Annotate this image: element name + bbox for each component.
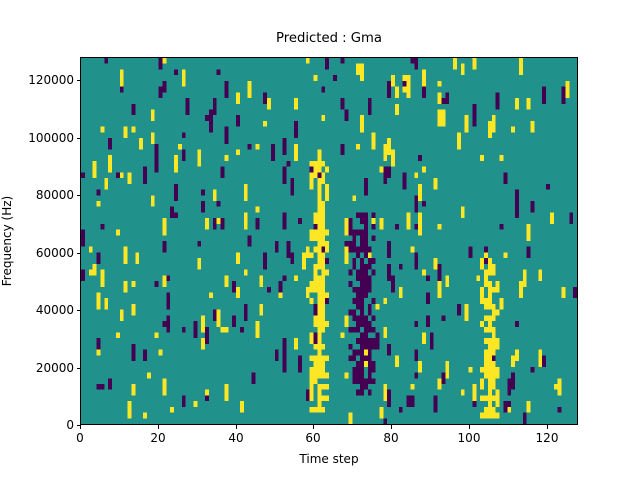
y-tick-mark (76, 425, 80, 426)
x-tick-label: 120 (535, 431, 559, 445)
x-tick-label: 80 (383, 431, 399, 445)
x-tick-mark (236, 425, 237, 429)
y-tick-label: 40000 (35, 303, 74, 317)
y-tick-label: 20000 (35, 361, 74, 375)
y-tick-label: 80000 (35, 188, 74, 202)
x-tick-mark (391, 425, 392, 429)
x-tick-label: 0 (76, 431, 84, 445)
x-tick-label: 100 (457, 431, 481, 445)
y-tick-label: 0 (66, 418, 74, 432)
y-tick-mark (76, 310, 80, 311)
x-tick-label: 40 (228, 431, 244, 445)
heatmap-plot-area[interactable] (80, 57, 578, 425)
y-tick-mark (76, 195, 80, 196)
y-tick-label: 120000 (28, 73, 74, 87)
y-tick-mark (76, 368, 80, 369)
page-title: Predicted : Gma (276, 31, 382, 46)
x-axis-label: Time step (299, 452, 359, 466)
x-tick-label: 20 (150, 431, 166, 445)
x-tick-label: 60 (305, 431, 321, 445)
x-tick-mark (158, 425, 159, 429)
y-tick-mark (76, 253, 80, 254)
y-tick-label: 100000 (28, 131, 74, 145)
y-tick-label: 60000 (35, 246, 74, 260)
y-axis-label: Frequency (Hz) (0, 195, 14, 287)
x-tick-mark (80, 425, 81, 429)
y-tick-mark (76, 138, 80, 139)
heatmap-image (81, 58, 577, 424)
x-tick-mark (547, 425, 548, 429)
x-tick-mark (313, 425, 314, 429)
y-tick-mark (76, 80, 80, 81)
x-tick-mark (469, 425, 470, 429)
